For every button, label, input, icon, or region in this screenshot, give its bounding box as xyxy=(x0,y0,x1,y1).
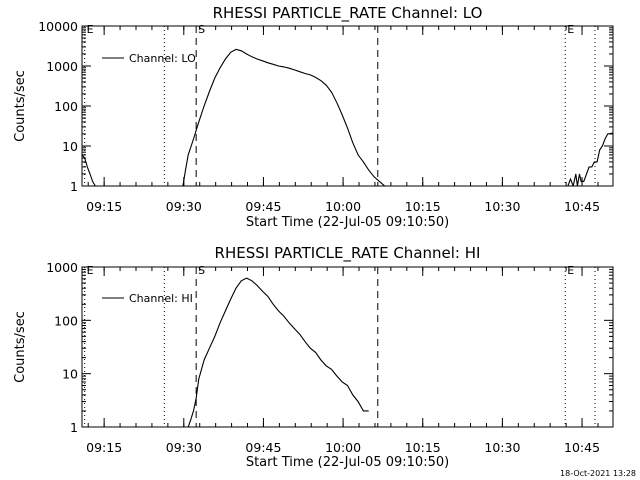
x-tick-label: 09:15 xyxy=(86,199,122,214)
y-axis-label: Counts/sec xyxy=(13,70,28,142)
plot-frame xyxy=(81,25,614,187)
event-marker-label: E xyxy=(567,23,574,36)
x-tick-label: 09:30 xyxy=(166,440,202,455)
event-marker-label: E xyxy=(87,264,94,277)
legend-label: Channel: HI xyxy=(129,292,193,305)
event-marker-label: E xyxy=(567,264,574,277)
y-tick-label: 100 xyxy=(54,99,78,114)
series-line xyxy=(82,154,96,186)
chart-title: RHESSI PARTICLE_RATE Channel: HI xyxy=(215,244,481,263)
x-axis-label: Start Time (22-Jul-05 09:10:50) xyxy=(246,215,449,230)
x-tick-label: 10:15 xyxy=(405,440,441,455)
x-tick-label: 10:45 xyxy=(564,199,600,214)
x-tick-label: 10:30 xyxy=(484,199,520,214)
plot-frame xyxy=(81,266,614,428)
y-tick-label: 1 xyxy=(70,179,78,194)
event-marker-label: S xyxy=(198,264,205,277)
chart-title: RHESSI PARTICLE_RATE Channel: LO xyxy=(213,4,483,23)
lo-channel-panel: RHESSI PARTICLE_RATE Channel: LO 1 10 100 10… xyxy=(13,4,614,230)
x-tick-label: 10:00 xyxy=(325,440,361,455)
y-tick-label: 10000 xyxy=(38,19,78,34)
x-axis-label: Start Time (22-Jul-05 09:10:50) xyxy=(246,455,449,470)
footer-timestamp: 18-Oct-2021 13:28 xyxy=(560,469,636,478)
x-tick-label: 10:45 xyxy=(564,440,600,455)
y-tick-label: 100 xyxy=(54,313,78,328)
y-tick-label: 1000 xyxy=(46,260,78,275)
x-tick-label: 10:15 xyxy=(405,199,441,214)
event-marker-label: S xyxy=(198,23,205,36)
event-marker-label: E xyxy=(87,23,94,36)
hi-channel-panel: RHESSI PARTICLE_RATE Channel: HI 1 10 100 10… xyxy=(13,244,614,470)
y-tick-label: 10 xyxy=(62,139,78,154)
x-tick-label: 10:00 xyxy=(325,199,361,214)
series-line xyxy=(567,132,613,186)
legend-label: Channel: LO xyxy=(129,52,196,65)
y-axis-label: Counts/sec xyxy=(13,311,28,383)
x-tick-label: 09:45 xyxy=(245,199,281,214)
y-tick-label: 10 xyxy=(62,367,78,382)
x-tick-label: 09:30 xyxy=(166,199,202,214)
series-line xyxy=(182,48,386,186)
series-line xyxy=(187,277,369,427)
y-tick-label: 1 xyxy=(70,420,78,435)
x-tick-label: 09:15 xyxy=(86,440,122,455)
x-tick-label: 10:30 xyxy=(484,440,520,455)
x-tick-label: 09:45 xyxy=(245,440,281,455)
y-tick-label: 1000 xyxy=(46,59,78,74)
